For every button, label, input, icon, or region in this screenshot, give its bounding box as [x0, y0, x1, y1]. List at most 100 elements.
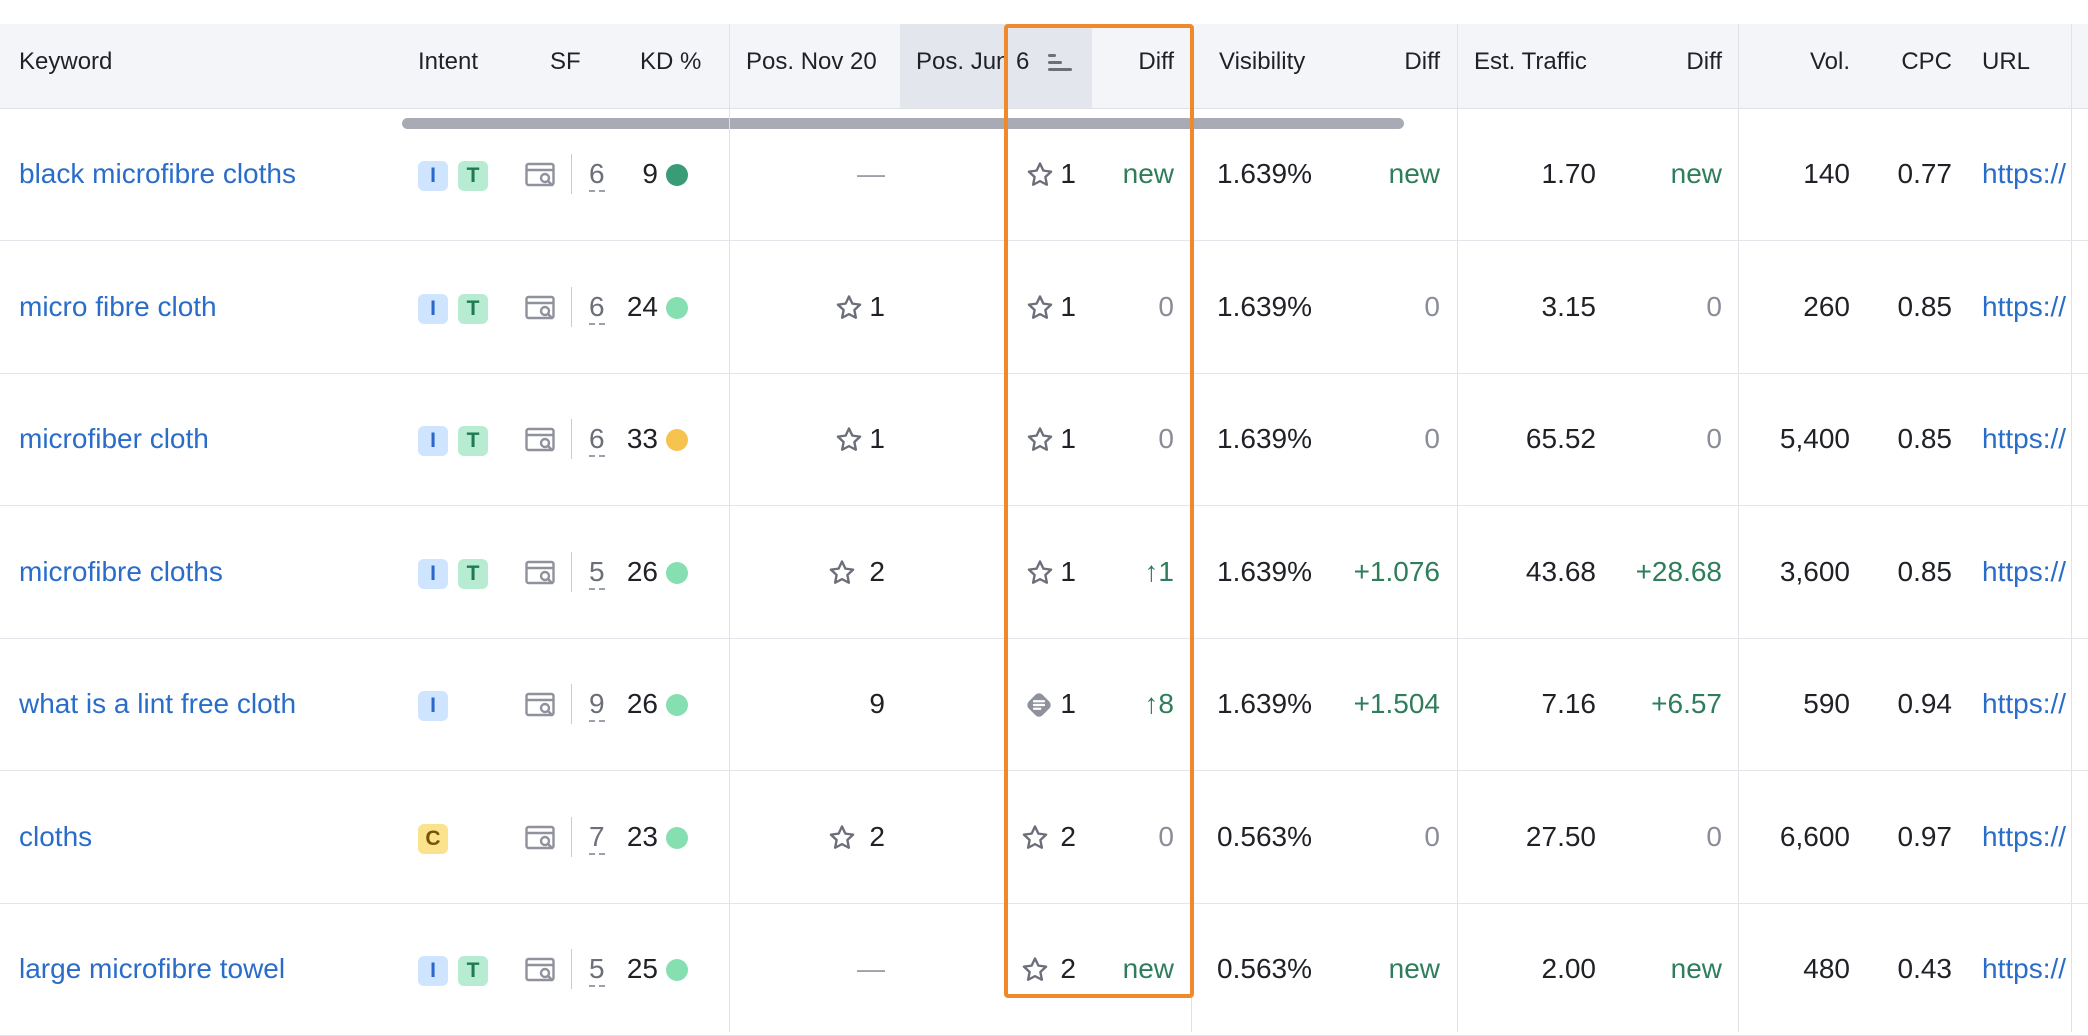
table-row: large microfibre towel I T 5 25 — 2 new 0.563% ne…: [0, 903, 2088, 1036]
serp-features-icon[interactable]: [525, 560, 557, 586]
est-traffic-value: 2.00: [1541, 953, 1597, 984]
volume-value: 590: [1803, 688, 1850, 719]
position-diff-value: ↑1: [1144, 555, 1174, 587]
star-icon: [834, 425, 864, 455]
url-link[interactable]: https://: [1982, 555, 2067, 587]
col-cpc[interactable]: CPC: [1901, 48, 1952, 75]
kd-value: 33: [626, 423, 658, 454]
top-strip: [0, 0, 2088, 24]
position-jun-value: 2: [1060, 820, 1076, 852]
col-diff-position[interactable]: Diff: [1138, 48, 1174, 75]
col-volume[interactable]: Vol.: [1809, 48, 1850, 75]
star-icon: [1025, 293, 1055, 323]
visibility-diff-value: 0: [1424, 290, 1440, 322]
traffic-diff-value: 0: [1706, 423, 1722, 454]
sf-divider: [571, 419, 572, 459]
serp-features-count[interactable]: 5: [589, 903, 605, 1035]
traffic-diff-value: 0: [1706, 290, 1722, 322]
cpc-value: 0.97: [1897, 820, 1953, 852]
cpc-value: 0.85: [1897, 423, 1953, 454]
est-traffic-value: 65.52: [1525, 423, 1596, 454]
table-row: microfiber cloth I T 6 33 1 1 0 1.639% 0 65.52 0 5,4…: [0, 373, 2088, 506]
keyword-link[interactable]: micro fibre cloth: [19, 290, 217, 322]
col-keyword[interactable]: Keyword: [19, 48, 113, 75]
intent-badge: I: [418, 691, 448, 721]
featured-snippet-icon: [1024, 690, 1054, 720]
serp-features-count[interactable]: 6: [589, 241, 605, 373]
serp-features-count[interactable]: 6: [589, 373, 605, 505]
cpc-value: 0.77: [1897, 158, 1953, 189]
col-kd[interactable]: KD %: [640, 48, 702, 75]
keyword-link[interactable]: cloths: [19, 820, 93, 852]
keyword-link[interactable]: black microfibre cloths: [19, 158, 296, 189]
col-diff-visibility[interactable]: Diff: [1404, 48, 1440, 75]
intent-badge: I: [418, 956, 448, 986]
sf-divider: [571, 684, 572, 724]
url-link[interactable]: https://: [1982, 820, 2067, 852]
intent-badge: T: [458, 161, 488, 191]
intent-badge: I: [418, 426, 448, 456]
visibility-diff-value: +1.504: [1353, 688, 1440, 719]
cpc-value: 0.85: [1897, 290, 1953, 322]
kd-difficulty-dot: [666, 164, 688, 186]
keyword-link[interactable]: microfibre cloths: [19, 555, 223, 587]
traffic-diff-value: new: [1670, 158, 1722, 189]
sorted-column-highlight: [900, 24, 1092, 108]
serp-features-icon[interactable]: [525, 295, 557, 321]
visibility-value: 0.563%: [1217, 820, 1312, 852]
keyword-link[interactable]: microfiber cloth: [19, 423, 209, 454]
col-intent[interactable]: Intent: [418, 48, 479, 75]
star-icon: [834, 293, 864, 323]
serp-features-icon[interactable]: [525, 825, 557, 851]
intent-badge: T: [458, 293, 488, 324]
kd-value: 25: [626, 953, 658, 984]
visibility-diff-value: new: [1388, 953, 1440, 984]
col-diff-traffic[interactable]: Diff: [1686, 48, 1722, 75]
serp-features-count[interactable]: 5: [589, 506, 605, 638]
serp-features-icon[interactable]: [525, 162, 557, 188]
serp-features-icon[interactable]: [525, 427, 557, 453]
traffic-diff-value: 0: [1706, 820, 1722, 852]
kd-value: 24: [626, 290, 658, 322]
horizontal-scrollbar[interactable]: [402, 118, 1404, 129]
table-row: what is a lint free cloth I 9 26 9 1 ↑8 1.639% +…: [0, 638, 2088, 771]
position-diff-value: ↑8: [1144, 688, 1174, 719]
keyword-link[interactable]: what is a lint free cloth: [19, 688, 297, 719]
url-link[interactable]: https://: [1982, 290, 2067, 322]
col-pos-nov[interactable]: Pos. Nov 20: [746, 48, 877, 75]
visibility-value: 1.639%: [1217, 290, 1312, 322]
serp-features-count-value: 5: [589, 955, 605, 987]
divider-traffic: [1738, 24, 1739, 1032]
url-link[interactable]: https://: [1982, 953, 2067, 984]
serp-features-count[interactable]: 7: [589, 771, 605, 903]
cpc-value: 0.43: [1897, 953, 1953, 984]
volume-value: 6,600: [1779, 820, 1850, 852]
intent-badge: I: [418, 161, 448, 191]
serp-features-count-value: 5: [589, 557, 605, 590]
serp-features-count[interactable]: 9: [589, 638, 605, 770]
intent-badge: C: [418, 823, 448, 854]
serp-features-icon[interactable]: [525, 957, 557, 983]
volume-value: 260: [1803, 290, 1850, 322]
visibility-value: 0.563%: [1217, 953, 1312, 984]
sort-descending-icon[interactable]: [1048, 52, 1074, 74]
col-est-traffic[interactable]: Est. Traffic: [1474, 48, 1587, 75]
url-link[interactable]: https://: [1982, 423, 2067, 454]
keyword-link[interactable]: large microfibre towel: [19, 953, 286, 984]
sf-divider: [571, 949, 572, 989]
serp-features-icon[interactable]: [525, 692, 557, 718]
col-visibility[interactable]: Visibility: [1219, 48, 1306, 75]
col-sf[interactable]: SF: [550, 48, 581, 75]
col-pos-jun[interactable]: Pos. Jun 6: [916, 48, 1030, 75]
table-row: cloths C 7 23 2 2 0 0.563% 0 27.50 0 6,600 0.97 https…: [0, 771, 2088, 904]
serp-features-count[interactable]: 6: [589, 108, 605, 240]
col-url[interactable]: URL: [1982, 48, 2031, 75]
url-link[interactable]: https://: [1982, 158, 2067, 189]
kd-difficulty-dot: [666, 826, 688, 849]
cpc-value: 0.94: [1897, 688, 1953, 719]
volume-value: 3,600: [1779, 555, 1850, 587]
table-row: black microfibre cloths I T 6 9 — 1 new 1.639% ne…: [0, 108, 2088, 241]
star-icon: [1025, 160, 1055, 190]
serp-features-count-value: 6: [589, 160, 605, 192]
url-link[interactable]: https://: [1982, 688, 2067, 719]
